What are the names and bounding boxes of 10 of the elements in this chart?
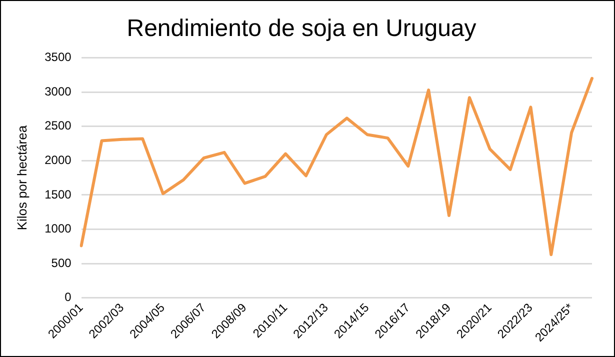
y-tick-label: 2500 <box>44 118 72 133</box>
y-tick-label: 1500 <box>44 187 72 202</box>
y-tick-label: 0 <box>64 290 72 304</box>
y-axis-title: Kilos por hectárea <box>14 124 30 230</box>
y-tick-label: 3500 <box>44 50 72 64</box>
y-tick-label: 3000 <box>44 84 72 98</box>
y-tick-label: 2000 <box>44 152 72 167</box>
y-tick-label: 500 <box>51 256 72 270</box>
y-tick-label: 1000 <box>44 222 72 236</box>
chart-title: Rendimiento de soja en Uruguay <box>126 15 476 42</box>
